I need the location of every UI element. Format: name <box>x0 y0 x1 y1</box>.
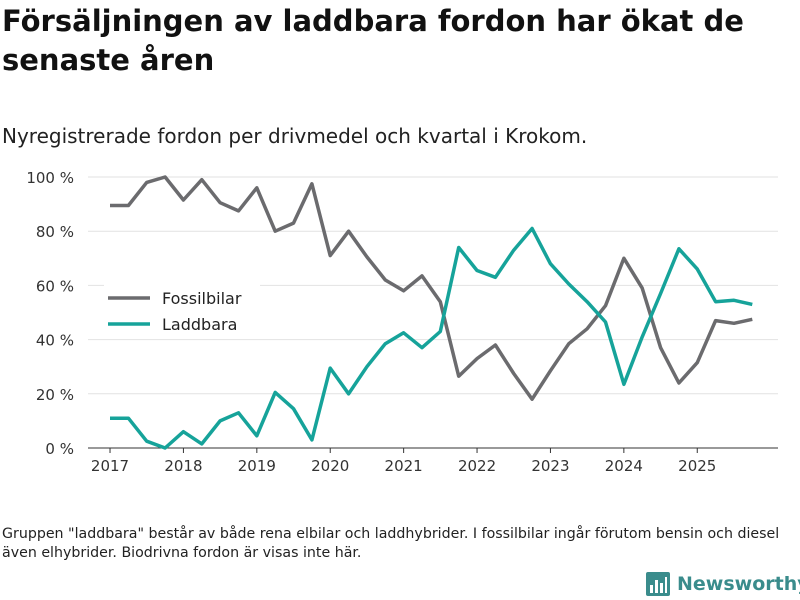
series-line-fossilbilar <box>110 175 753 401</box>
series-line-laddbara <box>110 226 753 450</box>
legend-label: Fossilbilar <box>162 289 242 308</box>
y-tick-label: 100 % <box>26 169 74 187</box>
x-axis: 2017 2018 2019 2020 2021 2022 2023 2024 2025 <box>88 447 778 475</box>
brand-name: Newsworthy <box>677 573 800 595</box>
x-tick-label: 2023 <box>531 457 569 475</box>
chart-subtitle: Nyregistrerade fordon per drivmedel och … <box>2 124 588 148</box>
x-tick-label: 2021 <box>385 457 423 475</box>
y-axis-ticks: 0 % 20 % 40 % 60 % 80 % 100 % <box>26 169 74 458</box>
x-tick-label: 2022 <box>458 457 496 475</box>
y-tick-label: 80 % <box>36 223 74 241</box>
line-chart: 0 % 20 % 40 % 60 % 80 % 100 % 2017 2018 2019 202… <box>26 169 778 475</box>
series-lines <box>110 175 753 450</box>
y-tick-label: 20 % <box>36 386 74 404</box>
chart-title: Försäljningen av laddbara fordon har öka… <box>2 4 744 77</box>
newsworthy-logo-icon <box>646 572 670 596</box>
x-tick-label: 2024 <box>605 457 643 475</box>
x-tick-label: 2020 <box>311 457 349 475</box>
legend-label: Laddbara <box>162 315 237 334</box>
footnote: Gruppen "laddbara" består av både rena e… <box>2 526 780 561</box>
y-tick-label: 40 % <box>36 332 74 350</box>
legend: Fossilbilar Laddbara <box>104 282 260 338</box>
x-tick-label: 2025 <box>678 457 716 475</box>
x-tick-label: 2018 <box>164 457 202 475</box>
y-tick-label: 0 % <box>45 440 74 458</box>
y-tick-label: 60 % <box>36 277 74 295</box>
legend-background <box>104 282 260 338</box>
x-tick-label: 2019 <box>238 457 276 475</box>
brand-logo: Newsworthy <box>645 570 800 598</box>
x-tick-label: 2017 <box>91 457 129 475</box>
